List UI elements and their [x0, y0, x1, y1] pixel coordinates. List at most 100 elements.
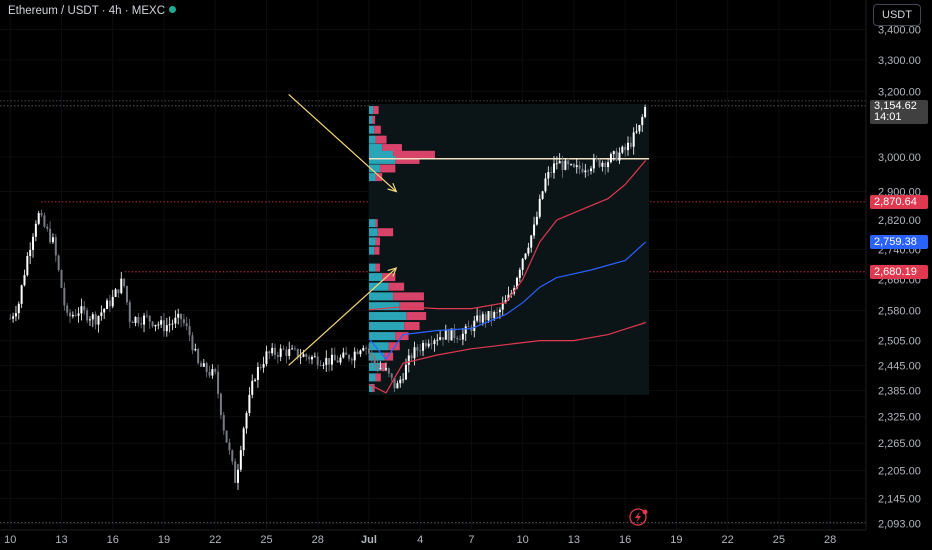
- candle-body: [496, 312, 499, 313]
- volume-row-down: [375, 173, 383, 182]
- lightning-icon[interactable]: [629, 508, 648, 526]
- price-tag-value: 2,870.64: [874, 195, 917, 208]
- candle-body: [615, 151, 618, 161]
- candle-body: [461, 333, 464, 340]
- candle-body: [541, 191, 544, 199]
- volume-row-up: [368, 219, 376, 228]
- candle-body: [145, 315, 148, 317]
- arrow-head: [387, 182, 398, 193]
- candle-body: [14, 313, 17, 317]
- candle-body: [589, 168, 592, 172]
- candle-body: [376, 364, 379, 369]
- candle-body: [544, 178, 547, 192]
- volume-row-up: [368, 352, 385, 361]
- candle-body: [185, 323, 188, 327]
- candle-body: [470, 327, 473, 332]
- candle-body: [251, 380, 254, 395]
- volume-row-up: [368, 332, 396, 341]
- candle-body: [379, 368, 382, 369]
- candle-body: [188, 326, 191, 336]
- candle-body: [416, 347, 419, 351]
- volume-row-down: [388, 282, 405, 291]
- price-tick-label: 2,093.00: [878, 519, 921, 531]
- time-tick-label: 22: [722, 534, 734, 546]
- currency-button[interactable]: USDT: [873, 4, 921, 26]
- candle-body: [527, 247, 530, 254]
- volume-row-down: [375, 373, 381, 382]
- time-tick-label: 13: [568, 534, 580, 546]
- time-tick-label: 16: [619, 534, 631, 546]
- candle-body: [515, 277, 518, 289]
- price-tag: 2,759.38: [870, 235, 928, 250]
- candle-body: [180, 313, 183, 320]
- candle-body: [638, 125, 641, 132]
- volume-row-down: [393, 292, 424, 301]
- candle-body: [191, 335, 194, 351]
- candle-body: [225, 430, 228, 443]
- candle-body: [578, 165, 581, 169]
- price-tick-label: 2,505.00: [878, 336, 921, 348]
- candle-body: [533, 224, 536, 236]
- price-tag-value: 3,154.62: [874, 99, 917, 112]
- candle-body: [143, 315, 146, 325]
- candle-body: [555, 163, 558, 165]
- price-tag: 2,870.64: [870, 194, 928, 209]
- volume-row-up: [368, 115, 373, 124]
- candle-body: [453, 328, 456, 338]
- candle-body: [575, 165, 578, 168]
- candle-body: [447, 330, 450, 341]
- time-tick-label: 25: [773, 534, 785, 546]
- candle-body: [123, 278, 126, 286]
- candle-body: [427, 343, 430, 347]
- candle-body: [268, 351, 271, 354]
- candle-body: [46, 226, 49, 229]
- candle-body: [498, 309, 501, 313]
- candle-body: [459, 339, 462, 341]
- time-tick-label: 10: [517, 534, 529, 546]
- time-tick-label: 4: [417, 534, 423, 546]
- candle-body: [436, 339, 439, 341]
- volume-row-up: [368, 384, 373, 393]
- candle-body: [174, 317, 177, 324]
- candle-body: [32, 236, 35, 250]
- candle-body: [473, 320, 476, 332]
- volume-row-up: [368, 144, 383, 153]
- candle-body: [342, 352, 345, 358]
- candle-body: [350, 359, 353, 361]
- candle-body: [305, 354, 308, 357]
- price-tick-label: 2,385.00: [878, 386, 921, 398]
- candle-body: [353, 351, 356, 361]
- candle-body: [345, 352, 348, 355]
- candle-body: [49, 228, 52, 243]
- volume-profile: [368, 104, 650, 395]
- candle-body: [632, 132, 635, 147]
- candle-body: [604, 162, 607, 168]
- candle-body: [387, 368, 390, 374]
- candle-body: [199, 363, 202, 367]
- candle-body: [248, 394, 251, 414]
- candle-body: [236, 469, 239, 483]
- volume-row-down: [406, 312, 427, 321]
- candle-body: [456, 337, 459, 340]
- time-axis[interactable]: 10 13 16 19 22 25 28 Jul 4 7 10 13 16 19 22 25 28: [0, 529, 866, 546]
- candle-body: [66, 305, 69, 313]
- band-lines: [368, 160, 647, 394]
- volume-row-up: [368, 322, 405, 331]
- candle-body: [302, 354, 305, 357]
- candle-body: [194, 349, 197, 351]
- candle-body: [43, 215, 46, 227]
- candle-body: [399, 379, 402, 384]
- candle-body: [154, 324, 157, 327]
- candle-body: [561, 161, 564, 170]
- candle-body: [487, 311, 490, 321]
- candle-body: [624, 146, 627, 151]
- candle-body: [330, 354, 333, 365]
- candle-body: [128, 302, 131, 322]
- candle-body: [433, 340, 436, 345]
- candle-body: [114, 289, 117, 297]
- volume-row-down: [373, 106, 379, 115]
- symbol-title: Ethereum / USDT · 4h · MEXC: [8, 5, 165, 17]
- candle-body: [362, 348, 365, 351]
- candle-body: [550, 172, 553, 173]
